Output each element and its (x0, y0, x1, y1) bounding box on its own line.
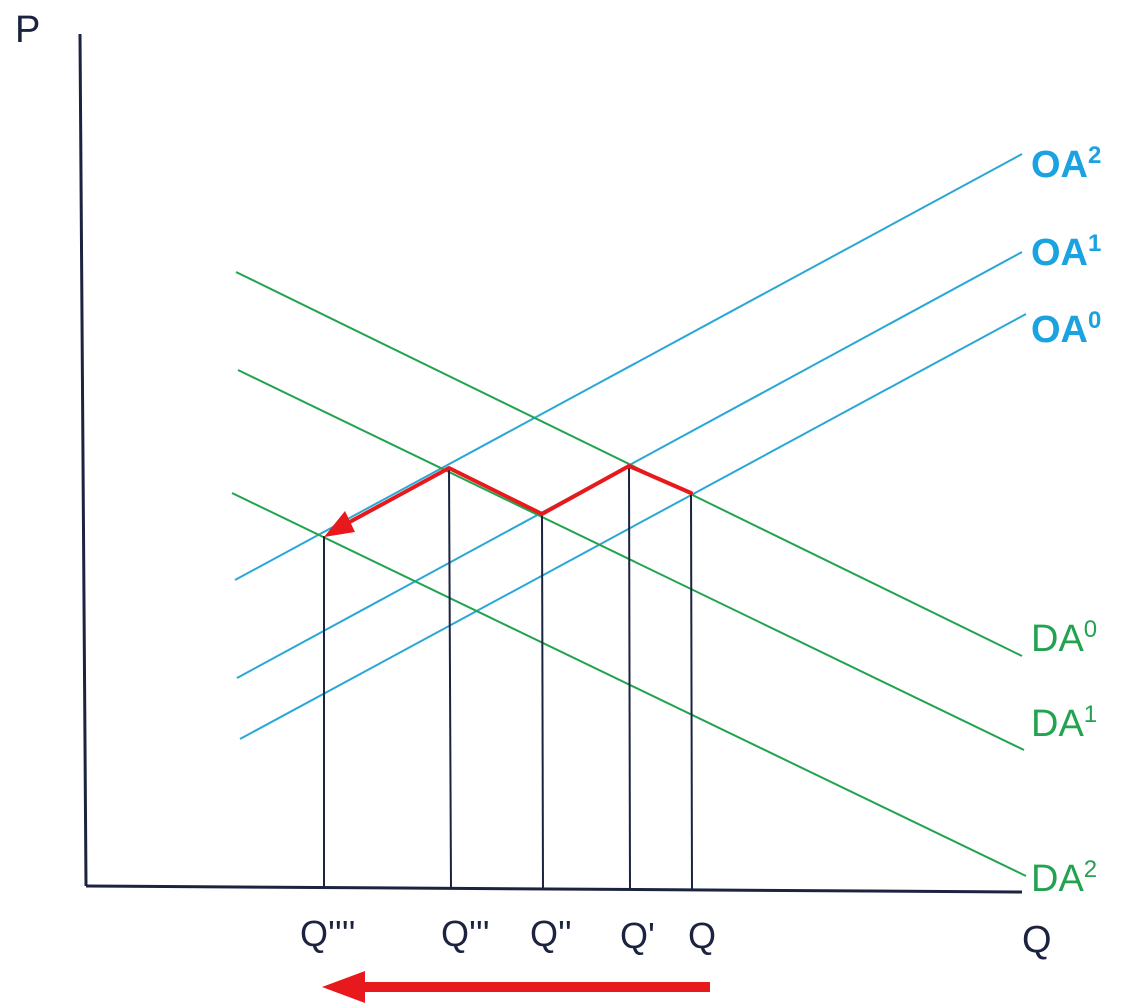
y-axis-label: P (15, 9, 40, 51)
adjustment-path (344, 464, 693, 526)
guide-q-triple-prime (448, 467, 452, 890)
tick-label-q-double-prime: Q'' (530, 913, 572, 954)
tick-label-q: Q (688, 915, 716, 956)
tick-label-q-quadruple-prime: Q'''' (300, 913, 356, 954)
guide-q-double-prime (541, 513, 544, 890)
x-axis (85, 884, 1023, 894)
tick-label-q-triple-prime: Q''' (441, 913, 490, 954)
demand-label-da1: DA1 (1031, 701, 1097, 745)
y-axis (78, 33, 88, 887)
supply-label-oa2: OA2 (1031, 142, 1101, 186)
supply-curve-oa2 (234, 153, 1023, 581)
demand-label-da0: DA0 (1031, 616, 1097, 660)
guide-q-prime (628, 465, 631, 891)
x-axis-label: Q (1022, 919, 1052, 961)
supply-curve-oa0 (239, 313, 1027, 740)
demand-label-da2: DA2 (1031, 856, 1097, 900)
guide-q (690, 492, 693, 891)
adjustment-path-arrowhead (324, 511, 355, 537)
direction-arrow-head (322, 971, 365, 1003)
demand-curve-da1 (237, 369, 1025, 751)
supply-label-oa1: OA1 (1031, 230, 1101, 274)
supply-label-oa0: OA0 (1031, 307, 1101, 351)
tick-label-q-prime: Q' (620, 915, 655, 956)
